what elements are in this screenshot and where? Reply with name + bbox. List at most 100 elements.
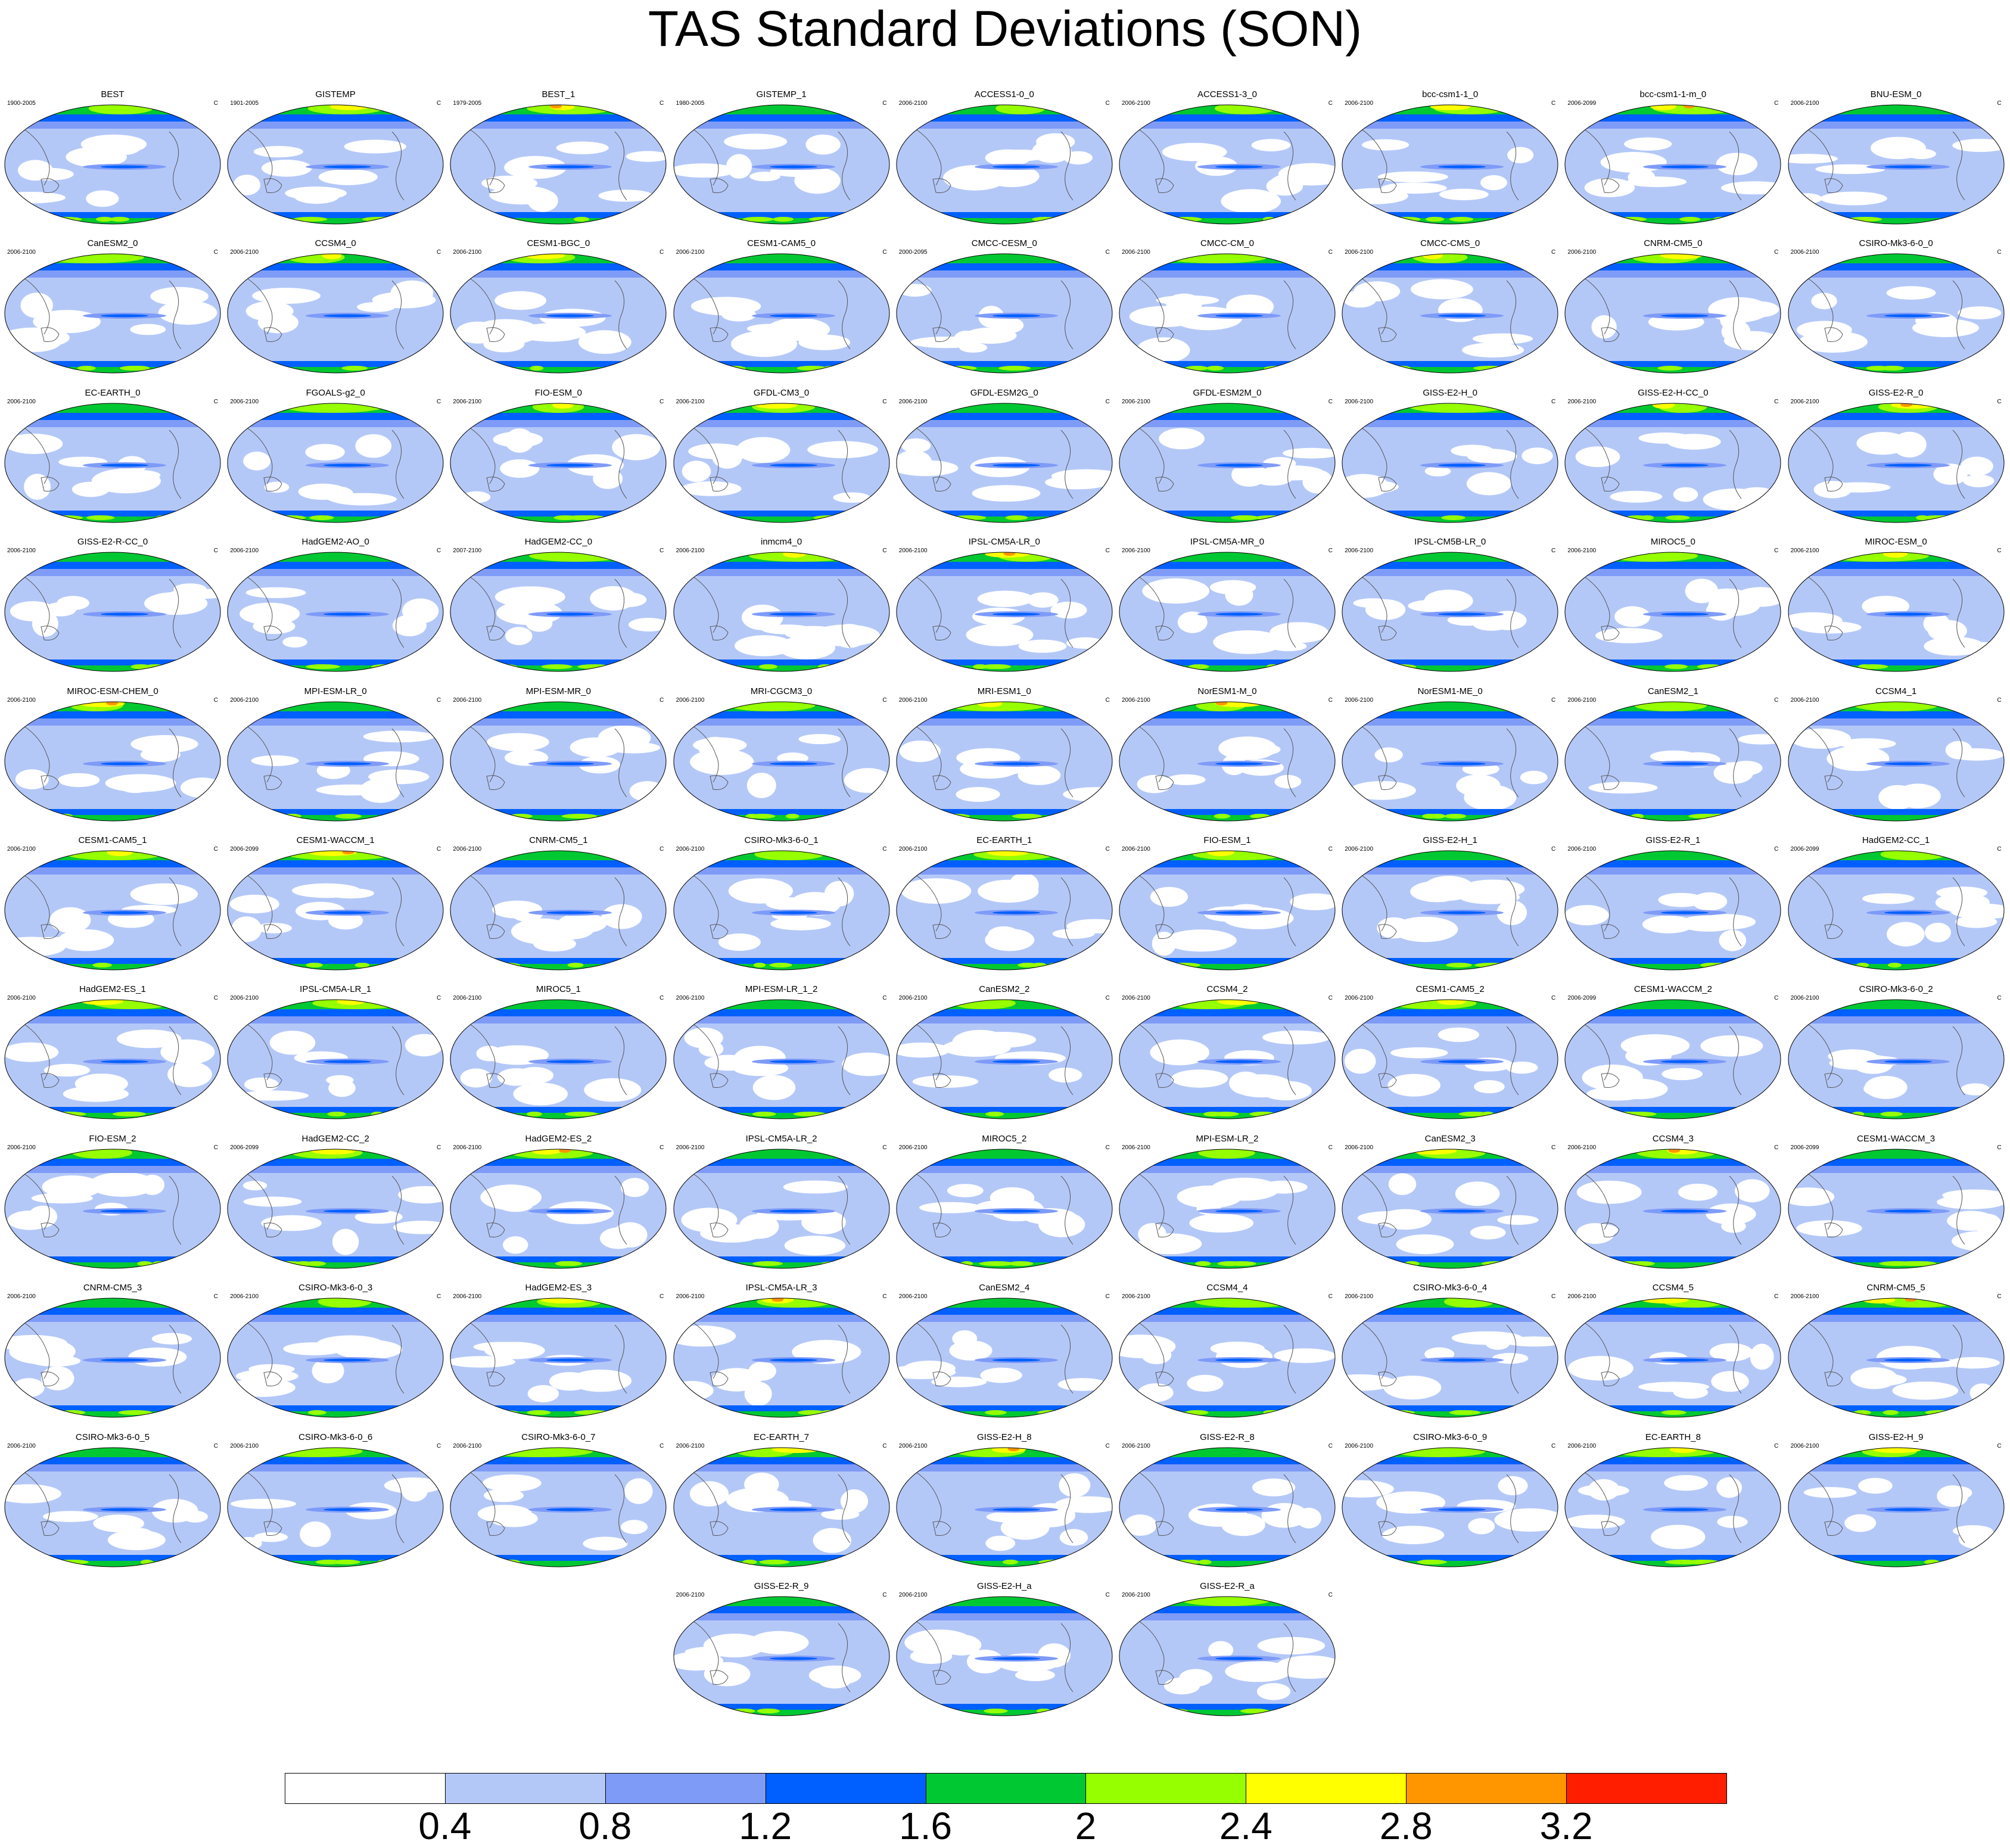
panel-title: CSIRO-Mk3-6-0_5	[75, 1432, 150, 1442]
world-map	[1342, 1298, 1558, 1418]
panel-year-range: 2000-2095	[898, 249, 928, 256]
world-map	[227, 850, 444, 970]
panel-title: IPSL-CM5A-MR_0	[1190, 537, 1265, 547]
map-panel: BNU-ESM_0 2006-2100 C	[1787, 89, 2005, 226]
panel-title: CanESM2_0	[87, 238, 138, 249]
world-map	[896, 1149, 1113, 1269]
world-map	[450, 552, 667, 672]
colorbar-tick-label: 0.4	[418, 1805, 472, 1847]
panel-unit: C	[1105, 696, 1110, 704]
panel-unit: C	[1551, 1144, 1556, 1151]
panel-year-range: 2006-2100	[230, 249, 259, 256]
panel-year-range: 2006-2100	[898, 846, 928, 853]
map-panel: CSIRO-Mk3-6-0_7 2006-2100 C	[449, 1432, 667, 1569]
panel-unit: C	[1328, 398, 1333, 405]
panel-unit: C	[1551, 1442, 1556, 1449]
panel-unit: C	[1774, 1293, 1779, 1301]
panel-year-range: 2006-2100	[1790, 1442, 1819, 1449]
world-map	[896, 403, 1113, 523]
world-map	[4, 253, 221, 374]
panel-title: BNU-ESM_0	[1870, 89, 1922, 99]
panel-year-range: 2006-2099	[1567, 100, 1597, 107]
world-map	[896, 104, 1113, 225]
world-map	[673, 850, 890, 970]
world-map	[1342, 999, 1558, 1119]
panel-year-range: 2006-2100	[453, 1293, 482, 1301]
panel-title: GFDL-CM3_0	[753, 387, 810, 398]
panel-title: GISS-E2-H_8	[976, 1432, 1032, 1442]
world-map	[896, 1298, 1113, 1418]
world-map	[450, 1447, 667, 1567]
panel-title: GISS-E2-R-CC_0	[77, 537, 148, 547]
panel-title: CSIRO-Mk3-6-0_0	[1859, 238, 1933, 249]
panel-year-range: 2006-2100	[1567, 547, 1597, 555]
map-panel: GISS-E2-H-CC_0 2006-2100 C	[1564, 388, 1782, 525]
panel-unit: C	[1328, 696, 1333, 704]
colorbar-swatch	[1566, 1773, 1727, 1804]
panel-title: MPI-ESM-MR_0	[525, 686, 591, 696]
panel-unit: C	[1328, 995, 1333, 1002]
panel-title: HadGEM2-CC_2	[301, 1133, 369, 1144]
world-map	[1119, 253, 1336, 374]
panel-title: GISS-E2-R_1	[1645, 835, 1701, 845]
panel-title: MRI-ESM1_0	[977, 686, 1031, 696]
panel-year-range: 2006-2100	[1122, 995, 1150, 1002]
panel-year-range: 2006-2100	[1345, 1144, 1374, 1151]
map-panel: MPI-ESM-LR_2 2006-2100 C	[1118, 1134, 1336, 1271]
panel-title: CCSM4_0	[315, 238, 356, 249]
world-map	[896, 552, 1113, 672]
map-panel: IPSL-CM5B-LR_0 2006-2100 C	[1341, 537, 1559, 674]
world-map	[1119, 1447, 1336, 1567]
panel-title: CanESM2_4	[979, 1283, 1030, 1293]
world-map	[1119, 1596, 1336, 1716]
map-panel: bcc-csm1-1-m_0 2006-2099 C	[1564, 89, 1782, 226]
world-map	[450, 1149, 667, 1269]
panel-unit: C	[659, 100, 664, 107]
panel-unit: C	[436, 696, 441, 704]
panel-year-range: 2006-2099	[1567, 995, 1597, 1002]
map-panel: CCSM4_3 2006-2100 C	[1564, 1134, 1782, 1271]
panel-title: MIROC-ESM-CHEM_0	[67, 686, 158, 696]
panel-unit: C	[659, 398, 664, 405]
panel-unit: C	[213, 1442, 218, 1449]
panel-title: CanESM2_2	[979, 984, 1030, 995]
panel-year-range: 2006-2100	[453, 1144, 482, 1151]
world-map	[673, 552, 890, 672]
panel-year-range: 1979-2005	[453, 100, 482, 107]
panel-unit: C	[213, 398, 218, 405]
world-map	[1342, 1447, 1558, 1567]
world-map	[227, 1298, 444, 1418]
map-panel: CNRM-CM5_5 2006-2100 C	[1787, 1283, 2005, 1420]
panel-title: HadGEM2-ES_2	[525, 1133, 592, 1144]
panel-title: CMCC-CMS_0	[1420, 238, 1480, 249]
panel-unit: C	[436, 1293, 441, 1301]
panel-year-range: 2006-2100	[7, 547, 36, 555]
map-panel: CESM1-WACCM_1 2006-2099 C	[226, 835, 444, 972]
panel-unit: C	[1774, 696, 1779, 704]
panel-year-range: 2006-2100	[676, 249, 705, 256]
panel-title: BEST_1	[542, 89, 575, 99]
panel-year-range: 2006-2100	[676, 1442, 705, 1449]
panel-year-range: 2006-2100	[898, 1293, 928, 1301]
panel-title: GISS-E2-H_9	[1868, 1432, 1924, 1442]
world-map	[673, 1298, 890, 1418]
panel-year-range: 2006-2100	[230, 696, 259, 704]
panel-year-range: 2006-2100	[676, 696, 705, 704]
world-map	[896, 850, 1113, 970]
page-title: TAS Standard Deviations (SON)	[648, 1, 1362, 57]
panel-title: CESM1-WACCM_3	[1857, 1133, 1936, 1144]
map-panel: inmcm4_0 2006-2100 C	[673, 537, 891, 674]
panel-unit: C	[882, 1592, 887, 1598]
panel-year-range: 2006-2100	[1790, 398, 1819, 405]
panel-year-range: 2006-2100	[898, 696, 928, 704]
colorbar-swatch	[605, 1773, 766, 1804]
map-panel: EC-EARTH_8 2006-2100 C	[1564, 1432, 1782, 1569]
world-map	[1119, 552, 1336, 672]
map-panel: CSIRO-Mk3-6-0_5 2006-2100 C	[4, 1432, 222, 1569]
map-panel: EC-EARTH_7 2006-2100 C	[673, 1432, 891, 1569]
colorbar-swatch	[1406, 1773, 1567, 1804]
world-map	[673, 1447, 890, 1567]
panel-year-range: 2006-2100	[1567, 846, 1597, 853]
panel-title: HadGEM2-CC_0	[524, 537, 593, 547]
panel-title: CESM1-CAM5_0	[747, 238, 816, 249]
